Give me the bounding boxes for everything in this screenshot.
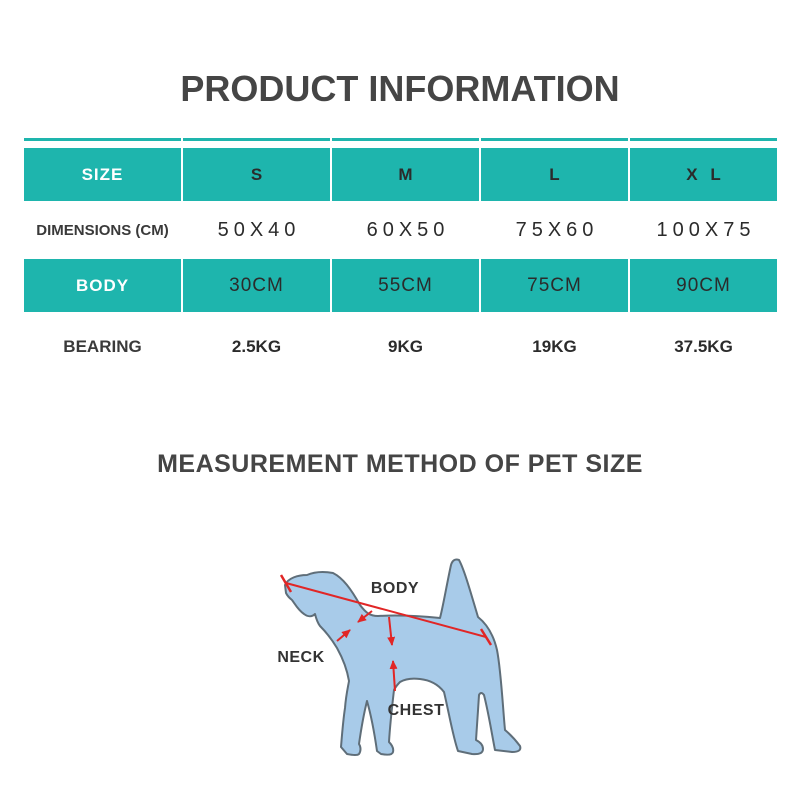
body-label: BODY: [371, 580, 419, 597]
chest-label: CHEST: [388, 702, 445, 719]
pet-measurement-diagram: BODY NECK CHEST: [250, 545, 550, 795]
dimensions-value-xl: 100X75: [656, 218, 756, 241]
chest-arrow-up: [389, 660, 398, 692]
neck-arrow-down: [357, 610, 373, 623]
dimensions-value-s: 50X40: [217, 218, 301, 241]
dimensions-value-l: 75X60: [515, 218, 599, 241]
size-table: SIZE S M L X L DIMENSIONS (CM) 50X40 60X…: [24, 148, 777, 382]
neck-arrow-up: [336, 629, 351, 642]
body-measure-line: [285, 582, 487, 638]
size-col-xl: X L: [630, 148, 777, 201]
size-header-label: SIZE: [24, 148, 181, 201]
size-col-m: M: [332, 148, 479, 201]
dimensions-value-m: 60X50: [366, 218, 450, 241]
table-top-border: [24, 138, 777, 141]
bearing-value-xl: 37.5KG: [674, 337, 733, 356]
bearing-value-s: 2.5KG: [231, 337, 282, 356]
body-value-m: 55CM: [332, 259, 479, 312]
bearing-value-l: 19KG: [532, 337, 577, 356]
bearing-row-label: BEARING: [63, 337, 142, 356]
body-value-xl: 90CM: [630, 259, 777, 312]
table-top-border-segment: [481, 138, 628, 141]
page-title: PRODUCT INFORMATION: [180, 68, 620, 109]
body-value-l: 75CM: [481, 259, 628, 312]
table-top-border-segment: [332, 138, 479, 141]
body-value-s: 30CM: [183, 259, 330, 312]
body-measure-tick-left: [279, 574, 293, 593]
dog-measurement-illustration: BODY NECK CHEST: [277, 558, 522, 756]
size-col-s: S: [183, 148, 330, 201]
dog-silhouette-shape: [284, 558, 522, 756]
body-measure-tick-right: [479, 628, 493, 646]
table-top-border-segment: [630, 138, 777, 141]
size-col-l: L: [481, 148, 628, 201]
body-row-label: BODY: [24, 259, 181, 312]
neck-label: NECK: [277, 649, 324, 666]
table-top-border-segment: [24, 138, 181, 141]
table-top-border-segment: [183, 138, 330, 141]
bearing-value-m: 9KG: [388, 337, 423, 356]
section-title: MEASUREMENT METHOD OF PET SIZE: [157, 450, 643, 478]
dimensions-row-label: DIMENSIONS (CM): [36, 221, 169, 239]
chest-arrow-down: [387, 616, 396, 646]
